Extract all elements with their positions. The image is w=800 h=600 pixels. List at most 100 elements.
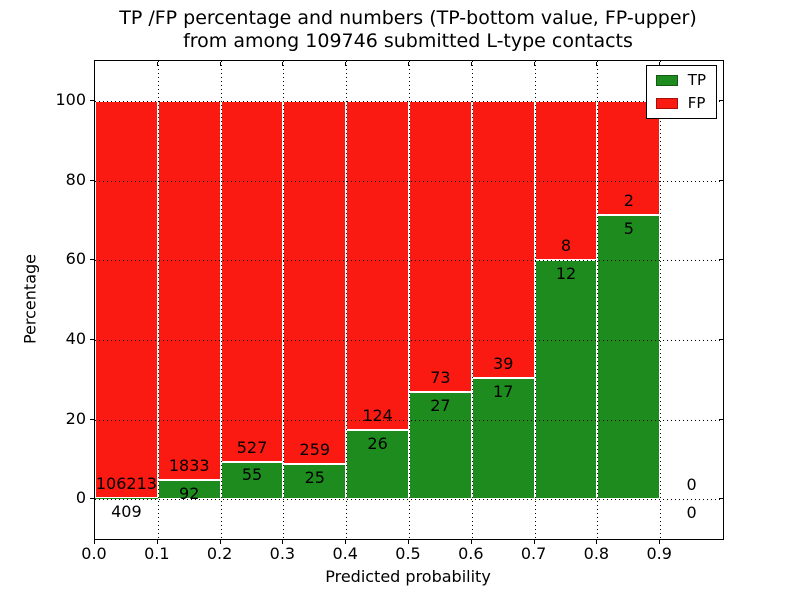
x-tick [219,540,221,544]
y-gridline [95,419,723,421]
x-tick-top [408,62,409,66]
x-gridline [409,61,410,539]
fp-count-label: 2 [623,190,634,210]
x-tick [94,540,95,544]
x-tick-label: 0.3 [269,544,296,563]
x-tick-label: 0.8 [583,544,610,563]
tp-count-label: 409 [111,501,142,521]
x-tick-top [94,62,95,66]
fp-bar-segment [471,100,535,379]
x-tick [470,540,472,544]
y-tick-label: 20 [65,408,86,428]
fp-count-label: 8 [560,236,572,256]
fp-bar-segment [95,100,158,498]
x-tick-label: 0.0 [81,544,107,563]
x-tick-label: 0.1 [144,544,170,563]
x-gridline [660,61,662,539]
x-tick-top [156,62,158,66]
bar-layer [95,61,723,539]
fp-swatch-icon [655,98,678,109]
y-tick-label: 0 [75,488,86,508]
tp-count-label: 5 [623,218,634,238]
legend-row-tp: TP [655,71,706,89]
x-tick-label: 0.2 [206,544,233,563]
tp-count-label: 27 [430,395,451,415]
y-tick-label: 60 [65,249,86,269]
tp-count-label: 12 [555,264,577,284]
x-gridline [346,61,348,539]
x-tick-label: 0.7 [520,544,547,563]
fp-count-label: 39 [493,354,514,374]
x-tick-top [345,62,347,66]
x-gridline [283,61,285,539]
fp-count-label: 0 [686,475,697,495]
tp-count-label: 26 [367,434,388,454]
x-gridline [534,61,536,539]
chart-title-line2: from among 109746 submitted L-type conta… [183,30,633,52]
fp-count-label: 259 [299,440,331,460]
tp-count-label: 55 [241,465,263,485]
y-tick [90,338,94,340]
x-tick [659,540,661,544]
x-tick [596,540,598,544]
legend-label-tp: TP [687,71,706,89]
fp-bar-segment [220,100,284,462]
legend-label-fp: FP [687,94,706,112]
tp-count-label: 25 [304,468,325,488]
y-tick-right [719,418,723,420]
x-tick [533,540,535,544]
y-gridline [95,499,723,501]
y-tick [90,259,94,261]
chart-title-line1: TP /FP percentage and numbers (TP-bottom… [119,7,697,29]
tp-bar-segment [95,497,158,500]
fp-bar-segment [534,100,598,261]
x-tick-top [470,62,472,66]
grid-layer [95,61,723,539]
y-tick [90,179,94,181]
y-tick [90,99,94,101]
tp-swatch-icon [655,75,678,86]
fp-count-label: 527 [236,437,268,457]
label-layer: 106213 409 1833 92 527 55 259 25 124 26 73 27 39 17 8 1… [95,61,723,539]
x-tick-label: 0.5 [395,544,421,563]
x-axis-label: Predicted probability [325,567,491,586]
tp-bar-segment [220,461,284,500]
x-tick [156,540,158,544]
fp-count-label: 73 [430,367,451,387]
y-gridline [95,260,723,262]
x-tick-top [282,62,284,66]
tp-bar-segment [409,391,472,500]
legend: TP FP [645,65,717,119]
x-tick-top [219,62,221,66]
y-gridline [95,100,723,102]
fp-count-label: 124 [362,406,393,426]
fp-bar-segment [157,100,221,481]
tp-count-label: 92 [179,484,200,504]
x-tick-top [659,62,661,66]
tp-count-label: 0 [686,503,697,523]
x-gridline [597,61,599,539]
x-tick-top [596,62,598,66]
fp-bar-segment [283,100,347,465]
y-gridline [95,180,723,182]
x-tick [408,540,409,544]
x-tick [282,540,284,544]
x-tick-top [533,62,535,66]
x-gridline [157,61,159,539]
y-tick [90,498,94,500]
y-tick-label: 40 [65,328,86,348]
y-tick-label: 80 [65,169,86,189]
tp-count-label: 17 [493,382,514,402]
y-gridline [95,339,723,341]
x-tick-label: 0.9 [646,544,672,563]
y-tick-label: 100 [55,89,86,109]
legend-row-fp: FP [655,94,706,112]
y-tick-right [719,338,723,340]
y-tick-right [719,498,723,500]
fp-count-label: 106213 [95,473,157,493]
fp-count-label: 1833 [168,456,210,476]
x-gridline [220,61,222,539]
y-tick-right [719,259,723,261]
chart-title: TP /FP percentage and numbers (TP-bottom… [94,7,722,53]
